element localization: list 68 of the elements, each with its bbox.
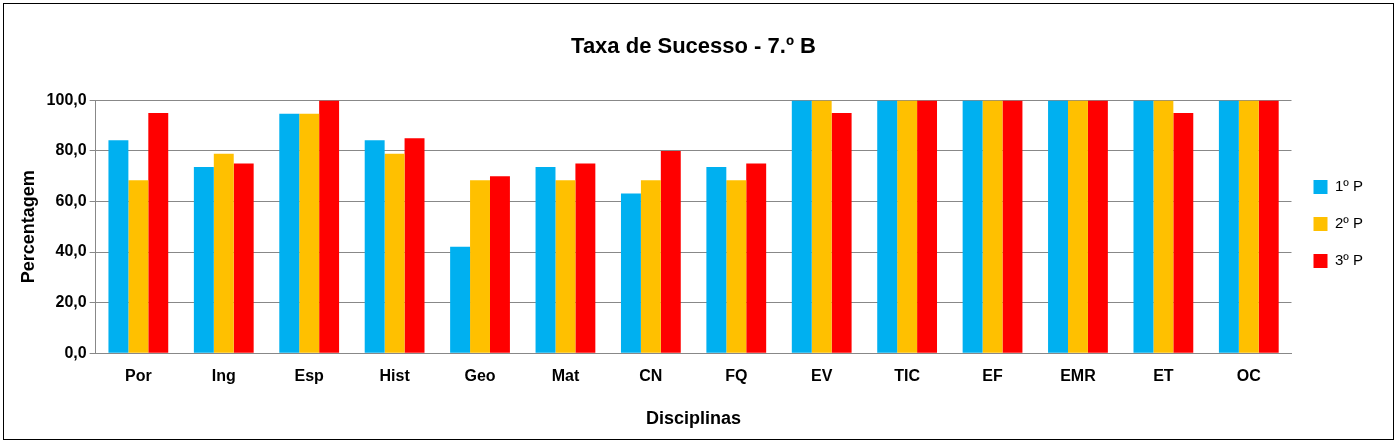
y-tick-label: 40,0 (55, 242, 87, 260)
bar (1067, 100, 1088, 353)
bar (128, 180, 149, 353)
bar (1087, 100, 1108, 353)
bar (620, 193, 641, 353)
y-tick-label: 60,0 (55, 191, 87, 209)
bar (450, 246, 471, 353)
bar (1238, 100, 1259, 353)
bar (319, 100, 340, 353)
x-tick-label: Esp (294, 367, 325, 385)
x-axis-title: Disciplinas (646, 408, 742, 429)
bar (1173, 113, 1194, 353)
x-tick-label: EMR (1060, 367, 1097, 385)
bar (489, 176, 510, 353)
bar (384, 153, 405, 353)
bar (791, 100, 812, 353)
x-tick-label: Hist (379, 367, 411, 385)
bar (148, 113, 169, 353)
y-tick-label: 100,0 (46, 90, 87, 108)
bar (108, 140, 129, 353)
bar (535, 166, 556, 353)
bar (962, 100, 983, 353)
bar (1002, 100, 1023, 353)
x-tick-label: EV (811, 367, 833, 385)
x-tick-label: EF (982, 367, 1003, 385)
bar (233, 163, 254, 353)
bar (877, 100, 898, 353)
x-tick-label: Geo (464, 367, 496, 385)
bar (1048, 100, 1068, 353)
bar (213, 153, 234, 353)
x-tick-label: TIC (894, 367, 921, 385)
bar (193, 166, 214, 353)
bar (831, 113, 852, 353)
y-tick-label: 0,0 (64, 343, 87, 361)
bar (1133, 100, 1154, 353)
bar (746, 163, 767, 353)
bar (811, 100, 832, 353)
bar (897, 100, 918, 353)
bar (575, 163, 596, 353)
y-tick-label: 80,0 (55, 141, 87, 159)
bar (1218, 100, 1239, 353)
x-tick-label: CN (639, 367, 663, 385)
bar (917, 100, 938, 353)
y-axis-title: Percentagem (17, 170, 38, 284)
bar (1258, 100, 1279, 353)
bar (279, 113, 300, 353)
x-tick-label: Mat (551, 367, 580, 385)
x-tick-label: OC (1236, 367, 1262, 385)
bar (404, 138, 425, 353)
bar (470, 180, 490, 353)
bar (640, 180, 661, 353)
x-tick-label: Ing (211, 367, 236, 385)
y-tick-label: 20,0 (55, 293, 87, 311)
bar (299, 113, 320, 353)
chart-title: Taxa de Sucesso - 7.º B (571, 33, 816, 59)
x-tick-label: ET (1153, 367, 1174, 385)
bar (364, 140, 385, 353)
legend-label: 3º P (1335, 251, 1364, 269)
bar (726, 180, 747, 353)
legend-label: 1º P (1335, 177, 1364, 195)
bar (982, 100, 1003, 353)
bar (555, 180, 576, 353)
x-tick-label: FQ (725, 367, 748, 385)
bar (706, 166, 727, 353)
bar (660, 150, 681, 353)
x-tick-label: Por (125, 367, 152, 385)
bar (1153, 100, 1174, 353)
legend-label: 2º P (1335, 214, 1364, 232)
